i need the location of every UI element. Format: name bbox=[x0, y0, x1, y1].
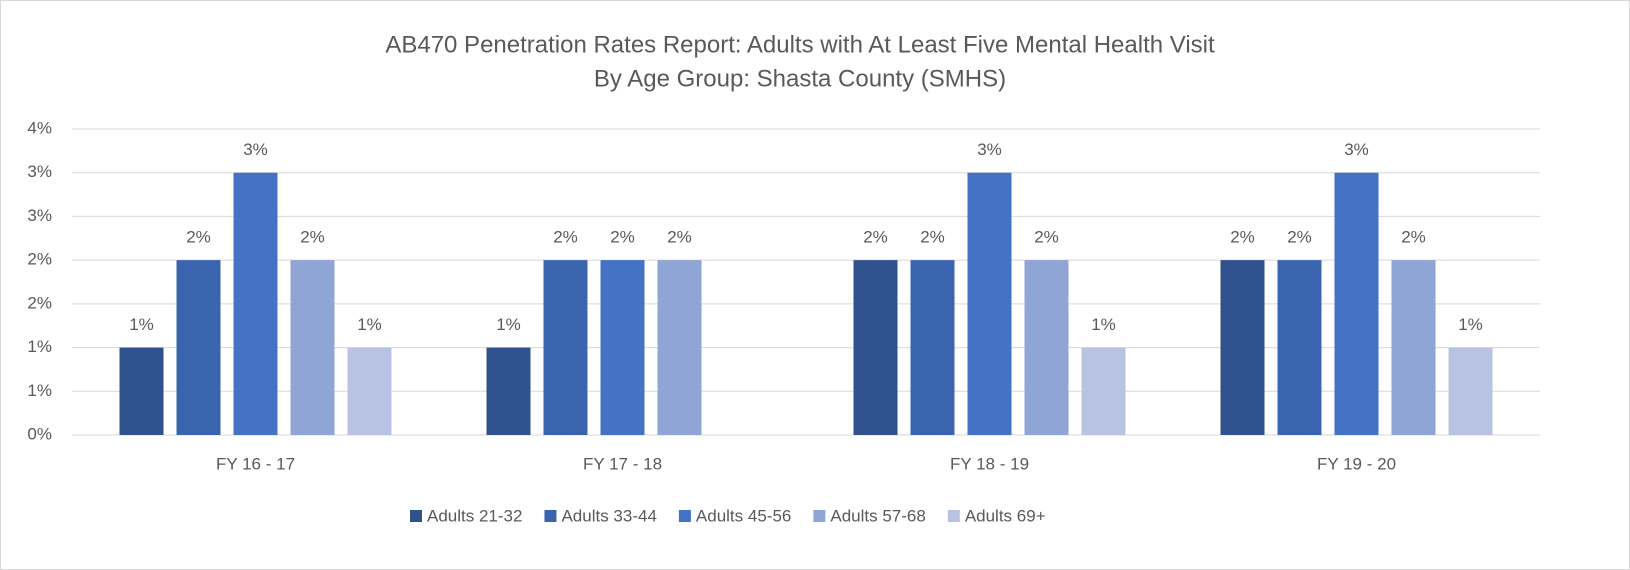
x-tick-label: FY 18 - 19 bbox=[950, 454, 1029, 473]
data-label: 2% bbox=[667, 228, 692, 247]
legend-swatch bbox=[410, 510, 422, 522]
y-tick-label: 3% bbox=[27, 162, 52, 181]
data-label: 2% bbox=[1287, 228, 1312, 247]
bar bbox=[600, 260, 645, 435]
y-tick-label: 1% bbox=[27, 381, 52, 400]
legend-label: Adults 33-44 bbox=[561, 506, 656, 525]
legend-swatch bbox=[678, 510, 691, 522]
legend-swatch bbox=[947, 510, 960, 522]
data-label: 2% bbox=[186, 228, 211, 247]
chart-subtitle: By Age Group: Shasta County (SMHS) bbox=[594, 65, 1006, 92]
bar bbox=[1081, 347, 1126, 435]
y-tick-label: 3% bbox=[27, 206, 52, 225]
legend-label: Adults 57-68 bbox=[830, 506, 925, 525]
data-label: 1% bbox=[1091, 315, 1116, 334]
bar bbox=[910, 260, 955, 435]
data-label: 2% bbox=[863, 228, 888, 247]
legend-label: Adults 69+ bbox=[965, 506, 1046, 525]
data-label: 2% bbox=[1034, 228, 1059, 247]
x-tick-label: FY 17 - 18 bbox=[583, 454, 662, 473]
bar bbox=[486, 347, 531, 435]
bar bbox=[1277, 260, 1322, 435]
data-label: 3% bbox=[243, 140, 268, 159]
bar bbox=[543, 260, 588, 435]
y-tick-label: 2% bbox=[27, 250, 52, 269]
bar bbox=[853, 260, 898, 435]
chart-title: AB470 Penetration Rates Report: Adults w… bbox=[385, 31, 1215, 58]
legend-label: Adults 21-32 bbox=[427, 506, 522, 525]
data-label: 2% bbox=[1230, 228, 1255, 247]
data-label: 1% bbox=[357, 315, 382, 334]
legend-label: Adults 45-56 bbox=[696, 506, 791, 525]
data-label: 2% bbox=[920, 228, 945, 247]
data-label: 2% bbox=[300, 228, 325, 247]
data-label: 2% bbox=[1401, 228, 1426, 247]
legend-swatch bbox=[544, 510, 557, 522]
bar bbox=[1220, 260, 1265, 435]
y-tick-label: 1% bbox=[27, 337, 52, 356]
bar bbox=[1334, 172, 1379, 435]
bar bbox=[1391, 260, 1436, 435]
x-tick-label: FY 19 - 20 bbox=[1317, 454, 1396, 473]
data-label: 1% bbox=[496, 315, 521, 334]
bar bbox=[347, 347, 392, 435]
bar bbox=[176, 260, 221, 435]
legend-swatch bbox=[813, 510, 826, 522]
data-label: 3% bbox=[977, 140, 1002, 159]
y-tick-label: 2% bbox=[27, 293, 52, 312]
x-tick-label: FY 16 - 17 bbox=[216, 454, 295, 473]
y-tick-label: 4% bbox=[27, 118, 52, 137]
data-label: 2% bbox=[553, 228, 578, 247]
bar bbox=[233, 172, 278, 435]
bar bbox=[119, 347, 164, 435]
data-label: 2% bbox=[610, 228, 635, 247]
data-label: 1% bbox=[1458, 315, 1483, 334]
data-label: 1% bbox=[129, 315, 154, 334]
data-label: 3% bbox=[1344, 140, 1369, 159]
bar bbox=[1448, 347, 1493, 435]
y-tick-label: 0% bbox=[27, 424, 52, 443]
bar bbox=[290, 260, 335, 435]
bar bbox=[657, 260, 702, 435]
bar bbox=[1024, 260, 1069, 435]
bar bbox=[967, 172, 1012, 435]
